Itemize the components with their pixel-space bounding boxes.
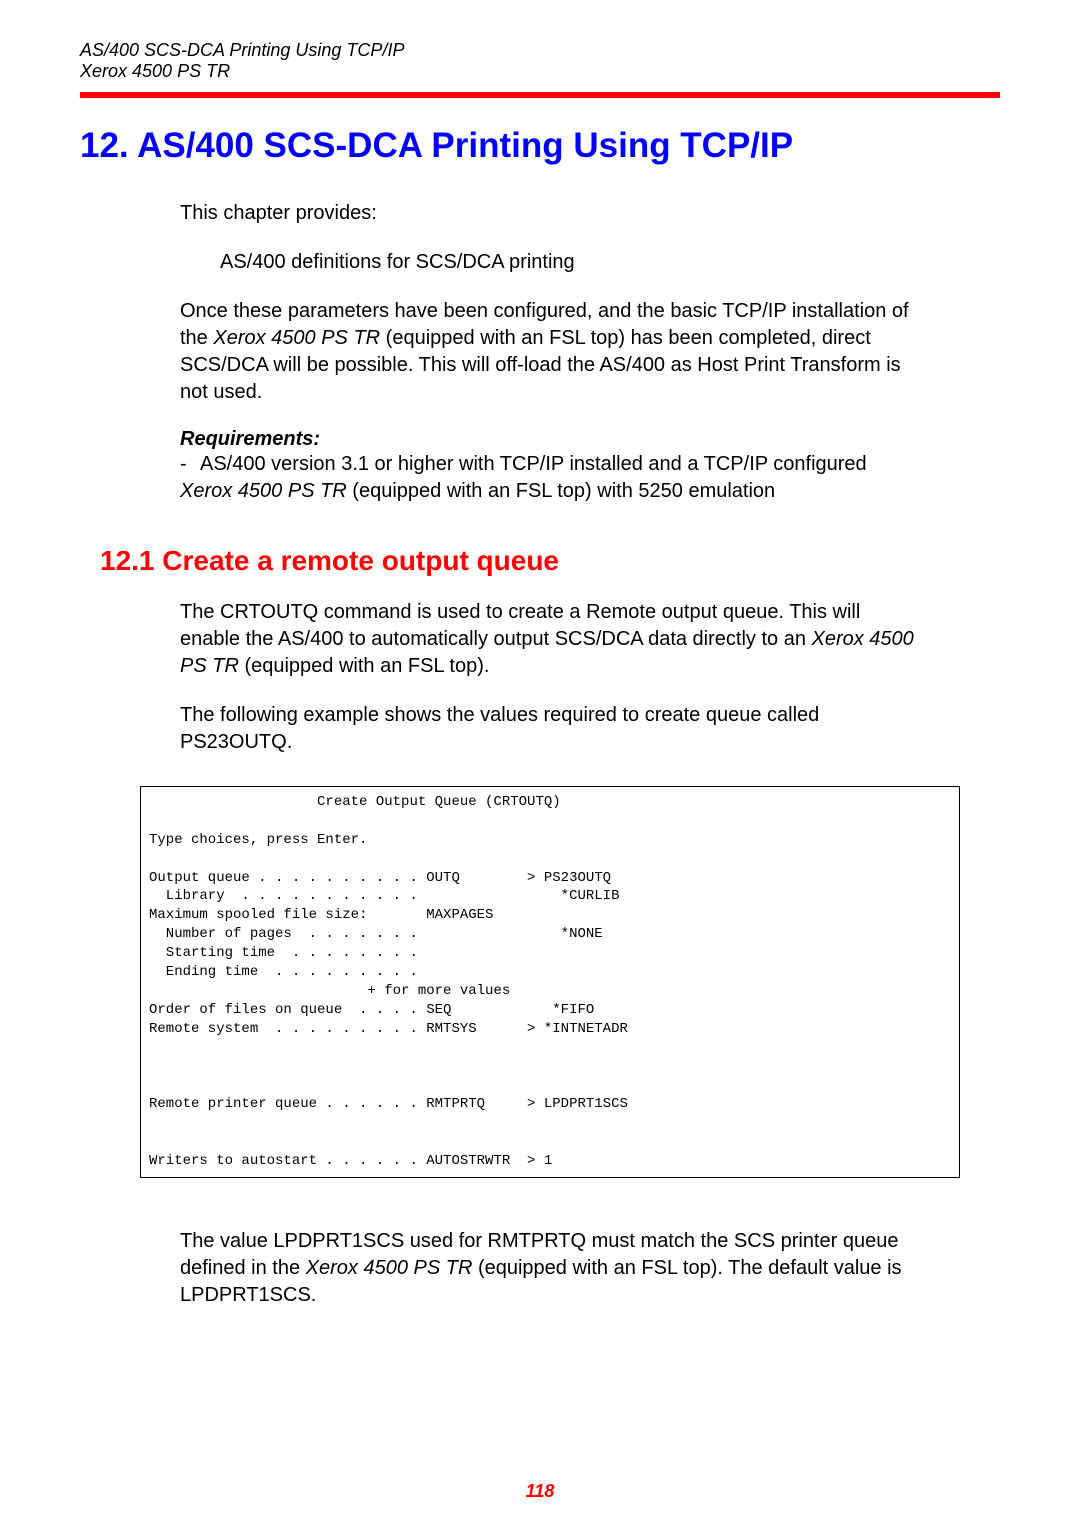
header-line-1: AS/400 SCS-DCA Printing Using TCP/IP — [80, 40, 1000, 61]
section-body: The CRTOUTQ command is used to create a … — [180, 599, 920, 756]
sec-para1-a: The CRTOUTQ command is used to create a … — [180, 601, 860, 650]
intro-para-1: This chapter provides: — [180, 200, 920, 227]
product-name-italic-4: Xerox 4500 PS TR — [306, 1257, 473, 1279]
body-block: This chapter provides: AS/400 definition… — [180, 200, 920, 505]
page-header: AS/400 SCS-DCA Printing Using TCP/IP Xer… — [80, 40, 1000, 82]
intro-bullet: AS/400 definitions for SCS/DCA printing — [220, 249, 920, 276]
section-title: 12.1 Create a remote output queue — [100, 545, 1000, 577]
section-para-3: The value LPDPRT1SCS used for RMTPRTQ mu… — [180, 1228, 920, 1309]
section-body-2: The value LPDPRT1SCS used for RMTPRTQ mu… — [180, 1228, 920, 1309]
requirement-item: -AS/400 version 3.1 or higher with TCP/I… — [180, 451, 920, 505]
terminal-output: Create Output Queue (CRTOUTQ) Type choic… — [140, 786, 960, 1178]
sec-para1-b: (equipped with an FSL top). — [239, 655, 490, 677]
product-name-italic: Xerox 4500 PS TR — [213, 327, 380, 349]
section-para-2: The following example shows the values r… — [180, 702, 920, 756]
divider-bar — [80, 92, 1000, 98]
page-number: 118 — [526, 1481, 555, 1502]
requirements-heading: Requirements: — [180, 428, 920, 451]
req1-b: (equipped with an FSL top) with 5250 emu… — [347, 480, 775, 502]
header-line-2: Xerox 4500 PS TR — [80, 61, 1000, 82]
req1-a: AS/400 version 3.1 or higher with TCP/IP… — [200, 453, 867, 475]
req-dash: - — [180, 451, 200, 478]
chapter-title: 12. AS/400 SCS-DCA Printing Using TCP/IP — [80, 126, 1000, 166]
intro-para-2: Once these parameters have been configur… — [180, 298, 920, 406]
product-name-italic-2: Xerox 4500 PS TR — [180, 480, 347, 502]
section-para-1: The CRTOUTQ command is used to create a … — [180, 599, 920, 680]
